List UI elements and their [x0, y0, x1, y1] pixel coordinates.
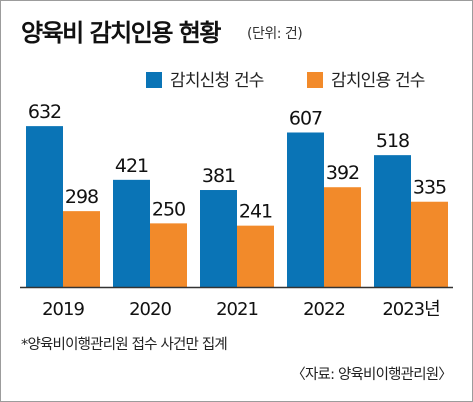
- data-label: 421: [115, 155, 148, 177]
- legend-label-series1: 감치신청 건수: [170, 71, 264, 91]
- footnote: *양육비이행관리원 접수 사건만 집계: [21, 337, 228, 353]
- bar: [237, 225, 274, 287]
- bar: [26, 126, 63, 287]
- data-label: 392: [326, 162, 359, 184]
- data-label: 250: [152, 198, 185, 220]
- bar: [63, 211, 100, 287]
- chart-title: 양육비 감치인용 현황: [21, 19, 221, 47]
- x-tick-label: 2020: [129, 299, 171, 320]
- x-tick-label: 2021: [216, 299, 258, 320]
- bar: [411, 201, 448, 287]
- bar: [324, 187, 361, 287]
- legend-item-series1: 감치신청 건수: [146, 66, 264, 91]
- legend-swatch-series1: [146, 72, 162, 88]
- data-label: 335: [413, 177, 446, 199]
- data-label: 241: [239, 201, 272, 223]
- data-label: 298: [65, 186, 98, 208]
- data-label: 518: [376, 130, 409, 152]
- bar: [113, 179, 150, 287]
- legend-label-series2: 감치인용 건수: [331, 71, 425, 91]
- x-tick-label: 2019: [42, 299, 84, 320]
- bar: [150, 223, 187, 287]
- legend-swatch-series2: [307, 72, 323, 88]
- bar: [374, 155, 411, 287]
- x-tick-label: 2022: [303, 299, 345, 320]
- x-tick-label: 2023년: [382, 299, 439, 320]
- unit-label: (단위: 건): [247, 26, 303, 42]
- source-label: 〈자료: 양육비이행관리원〉: [291, 367, 453, 383]
- legend-item-series2: 감치인용 건수: [307, 66, 425, 91]
- data-label: 381: [202, 165, 235, 187]
- bar: [287, 132, 324, 287]
- data-label: 607: [289, 107, 322, 129]
- bar: [200, 190, 237, 287]
- data-label: 632: [28, 101, 61, 123]
